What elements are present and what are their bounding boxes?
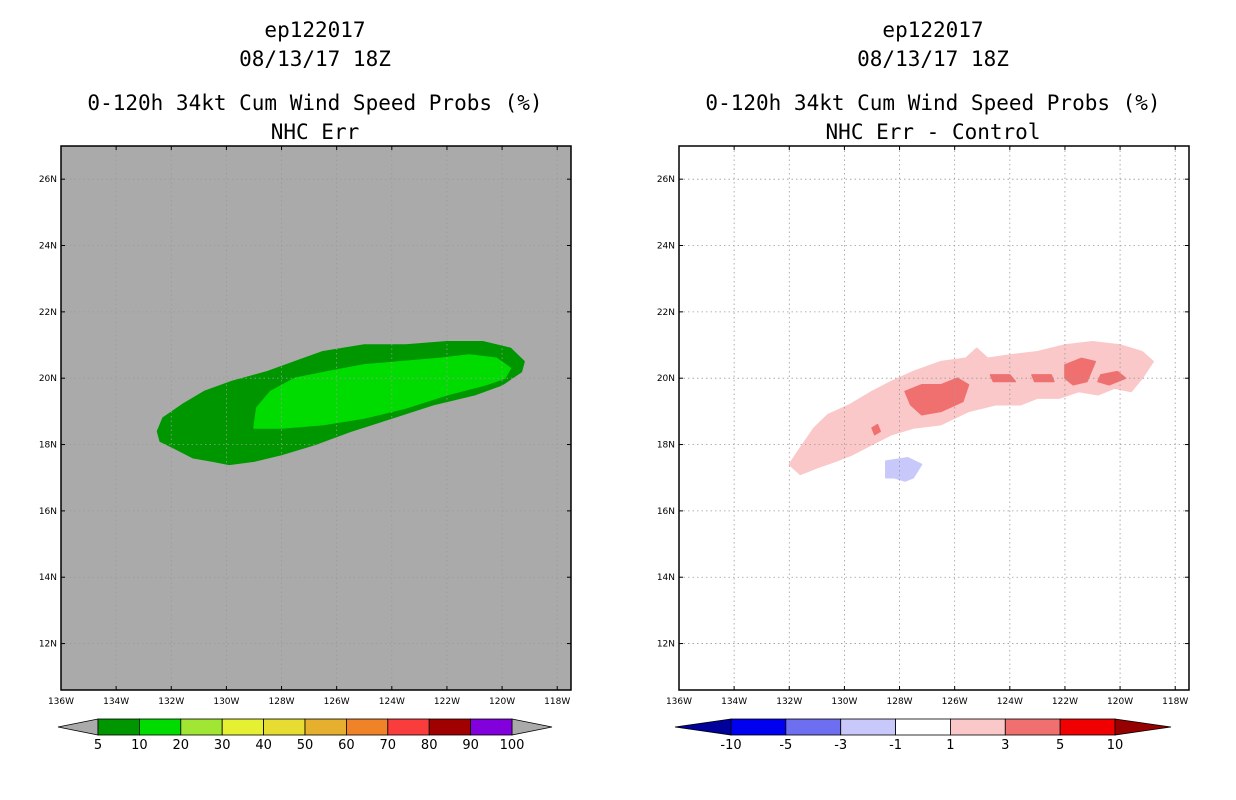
contour-3-5-2: [989, 374, 1017, 383]
y-tick-label: 16N: [657, 507, 675, 517]
colorbar-label: 70: [380, 738, 397, 753]
contour-layer: [788, 340, 1154, 482]
colorbar-swatch: [345, 718, 389, 736]
x-tick-label: 124W: [379, 697, 405, 707]
x-tick-label: 132W: [776, 697, 802, 707]
x-tick-label: 122W: [434, 697, 460, 707]
colorbar: 5 10 20 30 40 50 60 70 80 90 100: [57, 718, 553, 753]
colorbar-swatch: [387, 718, 430, 736]
colorbar-swatch: [950, 718, 1006, 736]
x-tick-label: 124W: [997, 697, 1023, 707]
colorbar-label: -3: [834, 738, 847, 753]
y-tick-label: 26N: [39, 175, 57, 185]
right-title: 0-120h 34kt Cum Wind Speed Probs (%): [705, 91, 1161, 115]
x-tick-label: 128W: [269, 697, 295, 707]
colorbar-label: 30: [214, 738, 231, 753]
y-tick-label: 16N: [39, 507, 57, 517]
chart-panel-2: 136W 134W 132W 130W 128W 126W 124W 122W 120W 118W…: [657, 145, 1190, 753]
x-tick-label: 118W: [544, 697, 570, 707]
x-tick-label: 126W: [324, 697, 350, 707]
colorbar-label: 40: [255, 738, 272, 753]
x-tick-label: 130W: [831, 697, 857, 707]
x-tick-label: 128W: [887, 697, 913, 707]
x-tick-label: 120W: [1107, 697, 1133, 707]
colorbar-swatch: [840, 718, 896, 736]
y-tick-label: 22N: [39, 308, 57, 318]
colorbar-swatch: [97, 718, 140, 736]
colorbar-swatch: [221, 718, 264, 736]
colorbar-label: 90: [462, 738, 479, 753]
right-subtitle: NHC Err - Control: [825, 120, 1041, 144]
x-tick-label: 118W: [1162, 697, 1188, 707]
y-tick-label: 20N: [39, 374, 57, 384]
colorbar-arrow-high: [1114, 718, 1172, 736]
contour-3-5-1: [904, 377, 970, 416]
x-tick-label: 134W: [721, 697, 747, 707]
colorbar-swatch: [304, 718, 347, 736]
left-title: 0-120h 34kt Cum Wind Speed Probs (%): [87, 91, 543, 115]
y-tick-label: 12N: [657, 640, 675, 650]
colorbar-label: 5: [94, 738, 102, 753]
colorbar-label: 1: [946, 738, 954, 753]
x-tick-label: 132W: [158, 697, 184, 707]
y-tick-label: 18N: [39, 441, 57, 451]
y-tick-label: 24N: [39, 242, 57, 252]
contour-3-5-6: [871, 423, 881, 436]
contour-1-3-0: [788, 340, 1154, 476]
x-tick-label: 122W: [1052, 697, 1078, 707]
contour-3-5-3: [1031, 374, 1055, 383]
colorbar-label: 50: [297, 738, 314, 753]
plot-frame: [678, 145, 1190, 691]
y-tick-label: 18N: [657, 441, 675, 451]
left-storm-id: ep122017: [264, 18, 366, 42]
colorbar-label: 10: [131, 738, 148, 753]
x-tick-label: 136W: [48, 697, 74, 707]
colorbar-label: -5: [779, 738, 792, 753]
right-datetime: 08/13/17 18Z: [857, 47, 1009, 71]
colorbar: -10 -5 -3 -1 1 3 5 10: [674, 718, 1172, 753]
contour--3to-1-7: [885, 457, 923, 482]
x-tick-label: 134W: [103, 697, 129, 707]
colorbar-arrow-high: [511, 718, 553, 736]
colorbar-label: 60: [338, 738, 355, 753]
colorbar-label: 3: [1001, 738, 1009, 753]
colorbar-swatch: [1059, 718, 1116, 736]
colorbar-label: 5: [1056, 738, 1064, 753]
colorbar-swatch: [138, 718, 182, 736]
left-datetime: 08/13/17 18Z: [239, 47, 391, 71]
colorbar-swatch: [785, 718, 842, 736]
colorbar-arrow-low: [57, 718, 99, 736]
colorbar-label: 80: [421, 738, 438, 753]
colorbar-swatch: [428, 718, 472, 736]
colorbar-swatch: [470, 718, 513, 736]
x-tick-label: 120W: [489, 697, 515, 707]
plot-frame: [60, 145, 572, 691]
y-tick-label: 14N: [39, 573, 57, 583]
right-storm-id: ep122017: [882, 18, 984, 42]
colorbar-swatch: [1004, 718, 1061, 736]
colorbar-label: 20: [173, 738, 190, 753]
y-tick-label: 20N: [657, 374, 675, 384]
colorbar-label: -1: [889, 738, 902, 753]
colorbar-swatch: [180, 718, 223, 736]
colorbar-swatch: [263, 718, 306, 736]
x-tick-label: 130W: [213, 697, 239, 707]
colorbar-swatch: [895, 718, 951, 736]
colorbar-label: 10: [1107, 738, 1124, 753]
left-subtitle: NHC Err: [270, 120, 360, 144]
colorbar-label: -10: [720, 738, 741, 753]
chart-panel-1: 136W 134W 132W 130W 128W 126W 124W 122W 120W 118W…: [39, 145, 572, 753]
contour-3-5-4: [1064, 357, 1097, 386]
x-tick-label: 126W: [942, 697, 968, 707]
y-tick-label: 12N: [39, 640, 57, 650]
y-tick-label: 22N: [657, 308, 675, 318]
y-tick-label: 26N: [657, 175, 675, 185]
x-tick-label: 136W: [666, 697, 692, 707]
colorbar-arrow-low: [674, 718, 732, 736]
y-tick-label: 24N: [657, 242, 675, 252]
y-tick-label: 14N: [657, 573, 675, 583]
colorbar-swatch: [730, 718, 787, 736]
colorbar-label: 100: [500, 738, 525, 753]
